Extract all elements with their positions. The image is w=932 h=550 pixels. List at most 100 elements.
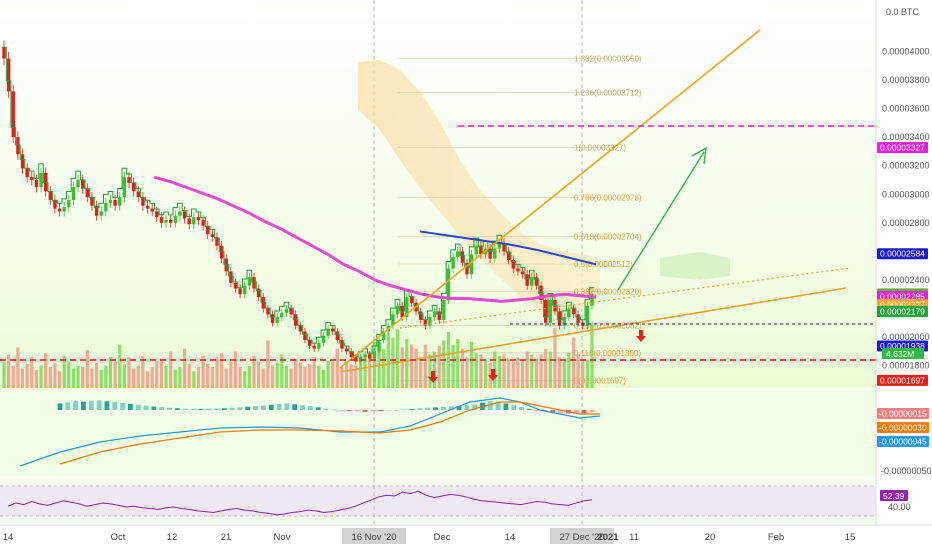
macd-tick-label: -0.00000050 bbox=[881, 466, 932, 476]
candle-body bbox=[446, 268, 451, 300]
candle-body bbox=[368, 354, 372, 359]
candle-body bbox=[34, 180, 39, 188]
macd-badge: -0.00000045 bbox=[877, 436, 929, 447]
fib-level-label: 0.382(0.00002320) bbox=[574, 287, 642, 296]
candle-body bbox=[20, 154, 25, 169]
candle-body bbox=[150, 208, 154, 212]
volume-bar bbox=[377, 346, 381, 388]
price-badge: 0.00001697 bbox=[877, 374, 928, 386]
fib-level-label: 0.236(0.00002082) bbox=[574, 321, 642, 330]
candle bbox=[520, 267, 525, 279]
macd-bar bbox=[65, 402, 71, 410]
price-badge-box bbox=[877, 248, 928, 260]
volume-bar bbox=[173, 369, 177, 388]
candle bbox=[94, 200, 99, 221]
resistance-trendline bbox=[339, 29, 761, 369]
macd-bar bbox=[573, 410, 579, 414]
macd-bar bbox=[386, 410, 391, 411]
x-tick-label: Feb bbox=[768, 532, 784, 543]
volume-bar bbox=[25, 364, 29, 388]
candle bbox=[344, 345, 349, 355]
macd-bar bbox=[237, 407, 243, 410]
candle-body bbox=[155, 211, 159, 218]
candle bbox=[57, 203, 62, 217]
candle bbox=[539, 281, 543, 304]
candle bbox=[479, 241, 483, 259]
volume-bar bbox=[340, 367, 344, 388]
volume-bar bbox=[136, 365, 140, 388]
candle bbox=[164, 215, 168, 228]
price-axis[interactable]: 0.0 BTC 0.000040000.000038000.000036000.… bbox=[875, 0, 932, 525]
candle-body bbox=[326, 328, 330, 336]
candle bbox=[215, 232, 219, 251]
down-arrow-icon bbox=[428, 371, 438, 383]
candle-body bbox=[423, 320, 428, 326]
candle-body bbox=[233, 282, 238, 289]
macd-bar bbox=[464, 405, 470, 410]
candle-body bbox=[164, 220, 168, 223]
price-badge: 0.00002584 bbox=[877, 248, 928, 260]
candle-body bbox=[275, 317, 279, 323]
candle-body bbox=[94, 205, 99, 216]
candle bbox=[418, 307, 423, 324]
candle-body bbox=[192, 217, 196, 225]
x-tick-label: 12 bbox=[167, 532, 178, 543]
candle bbox=[2, 40, 6, 66]
volume-bar bbox=[192, 371, 196, 388]
volume-bar bbox=[349, 364, 353, 388]
macd-bar bbox=[323, 408, 329, 410]
x-tick-label: 15 bbox=[845, 532, 856, 543]
volume-bar bbox=[590, 323, 594, 388]
volume-bar bbox=[90, 368, 94, 388]
price-badge: 0.00003327 bbox=[877, 142, 928, 154]
candle bbox=[331, 325, 335, 335]
candle-body bbox=[317, 342, 321, 349]
macd-bar bbox=[448, 406, 454, 410]
candle-body bbox=[335, 331, 340, 340]
macd-bar bbox=[331, 409, 337, 411]
candle bbox=[168, 215, 173, 228]
candle bbox=[6, 51, 11, 98]
volume-bar bbox=[585, 360, 589, 388]
candle-body bbox=[553, 300, 557, 312]
candle-body bbox=[474, 245, 478, 255]
candle bbox=[252, 272, 256, 293]
volume-bar bbox=[155, 361, 159, 388]
macd-bar bbox=[425, 407, 431, 410]
x-tick-label: 16 Nov '20 bbox=[351, 532, 396, 543]
rsi-pane bbox=[0, 478, 876, 525]
price-badge-label: 0.00001938 bbox=[880, 341, 925, 351]
volume-bar bbox=[243, 371, 247, 388]
candlestick-series bbox=[1, 40, 595, 365]
candle bbox=[219, 241, 224, 263]
macd-bar bbox=[378, 410, 384, 411]
candle-body bbox=[173, 215, 178, 223]
volume-bar bbox=[164, 365, 168, 388]
candle bbox=[16, 131, 20, 160]
volume-bar bbox=[539, 354, 543, 388]
rsi-value-label: 52.39 bbox=[883, 491, 905, 501]
candle-body bbox=[372, 351, 377, 359]
volume-bar bbox=[516, 357, 520, 388]
candle-body bbox=[196, 217, 201, 220]
candle-body bbox=[261, 297, 265, 309]
macd-bar bbox=[519, 406, 524, 410]
macd-bar bbox=[190, 408, 196, 410]
volume-bar bbox=[104, 365, 108, 388]
volume-bar bbox=[289, 368, 293, 388]
volume-bar bbox=[303, 367, 307, 388]
candle-body bbox=[544, 300, 548, 323]
volume-bar bbox=[132, 368, 136, 388]
volume-bar bbox=[534, 358, 539, 388]
macd-bar bbox=[221, 408, 227, 410]
volume-bar bbox=[201, 355, 205, 388]
volume-bar bbox=[567, 353, 571, 388]
price-badge-label: 0.00002584 bbox=[880, 249, 925, 259]
candle-body bbox=[76, 180, 80, 188]
candle-body bbox=[525, 274, 529, 286]
candle-body bbox=[520, 271, 525, 275]
macd-pane-background bbox=[0, 389, 876, 477]
macd-bar bbox=[417, 408, 423, 410]
macd-bar bbox=[394, 410, 399, 411]
